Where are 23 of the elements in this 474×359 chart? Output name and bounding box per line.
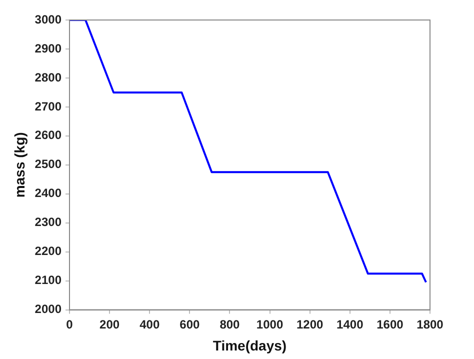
- y-axis-title: mass (kg): [11, 132, 28, 198]
- y-tick-label: 2600: [34, 128, 62, 142]
- y-tick-label: 2300: [34, 215, 62, 230]
- y-tick-label: 2700: [34, 99, 62, 114]
- x-tick-label: 800: [220, 317, 240, 332]
- x-tick-label: 1200: [296, 317, 324, 332]
- x-axis-title: Time(days): [212, 337, 287, 354]
- y-tick-label: 2900: [34, 41, 62, 56]
- x-tick-label: 600: [180, 317, 200, 332]
- y-tick-label: 3000: [34, 12, 62, 26]
- y-tick-label: 2000: [34, 302, 62, 316]
- x-tick-label: 1600: [376, 317, 404, 332]
- y-tick-label: 2800: [34, 70, 62, 84]
- y-tick-label: 2200: [34, 244, 62, 258]
- x-tick-label: 400: [140, 317, 160, 332]
- x-tick-label: 1400: [336, 317, 364, 332]
- x-tick-label: 1800: [416, 317, 444, 332]
- y-tick-label: 2400: [34, 186, 62, 200]
- y-tick-label: 2500: [34, 157, 62, 172]
- y-tick-label: 2100: [34, 273, 62, 288]
- x-tick-label: 200: [100, 317, 120, 332]
- x-tick-label: 0: [66, 317, 74, 332]
- x-tick-label: 1000: [256, 317, 284, 332]
